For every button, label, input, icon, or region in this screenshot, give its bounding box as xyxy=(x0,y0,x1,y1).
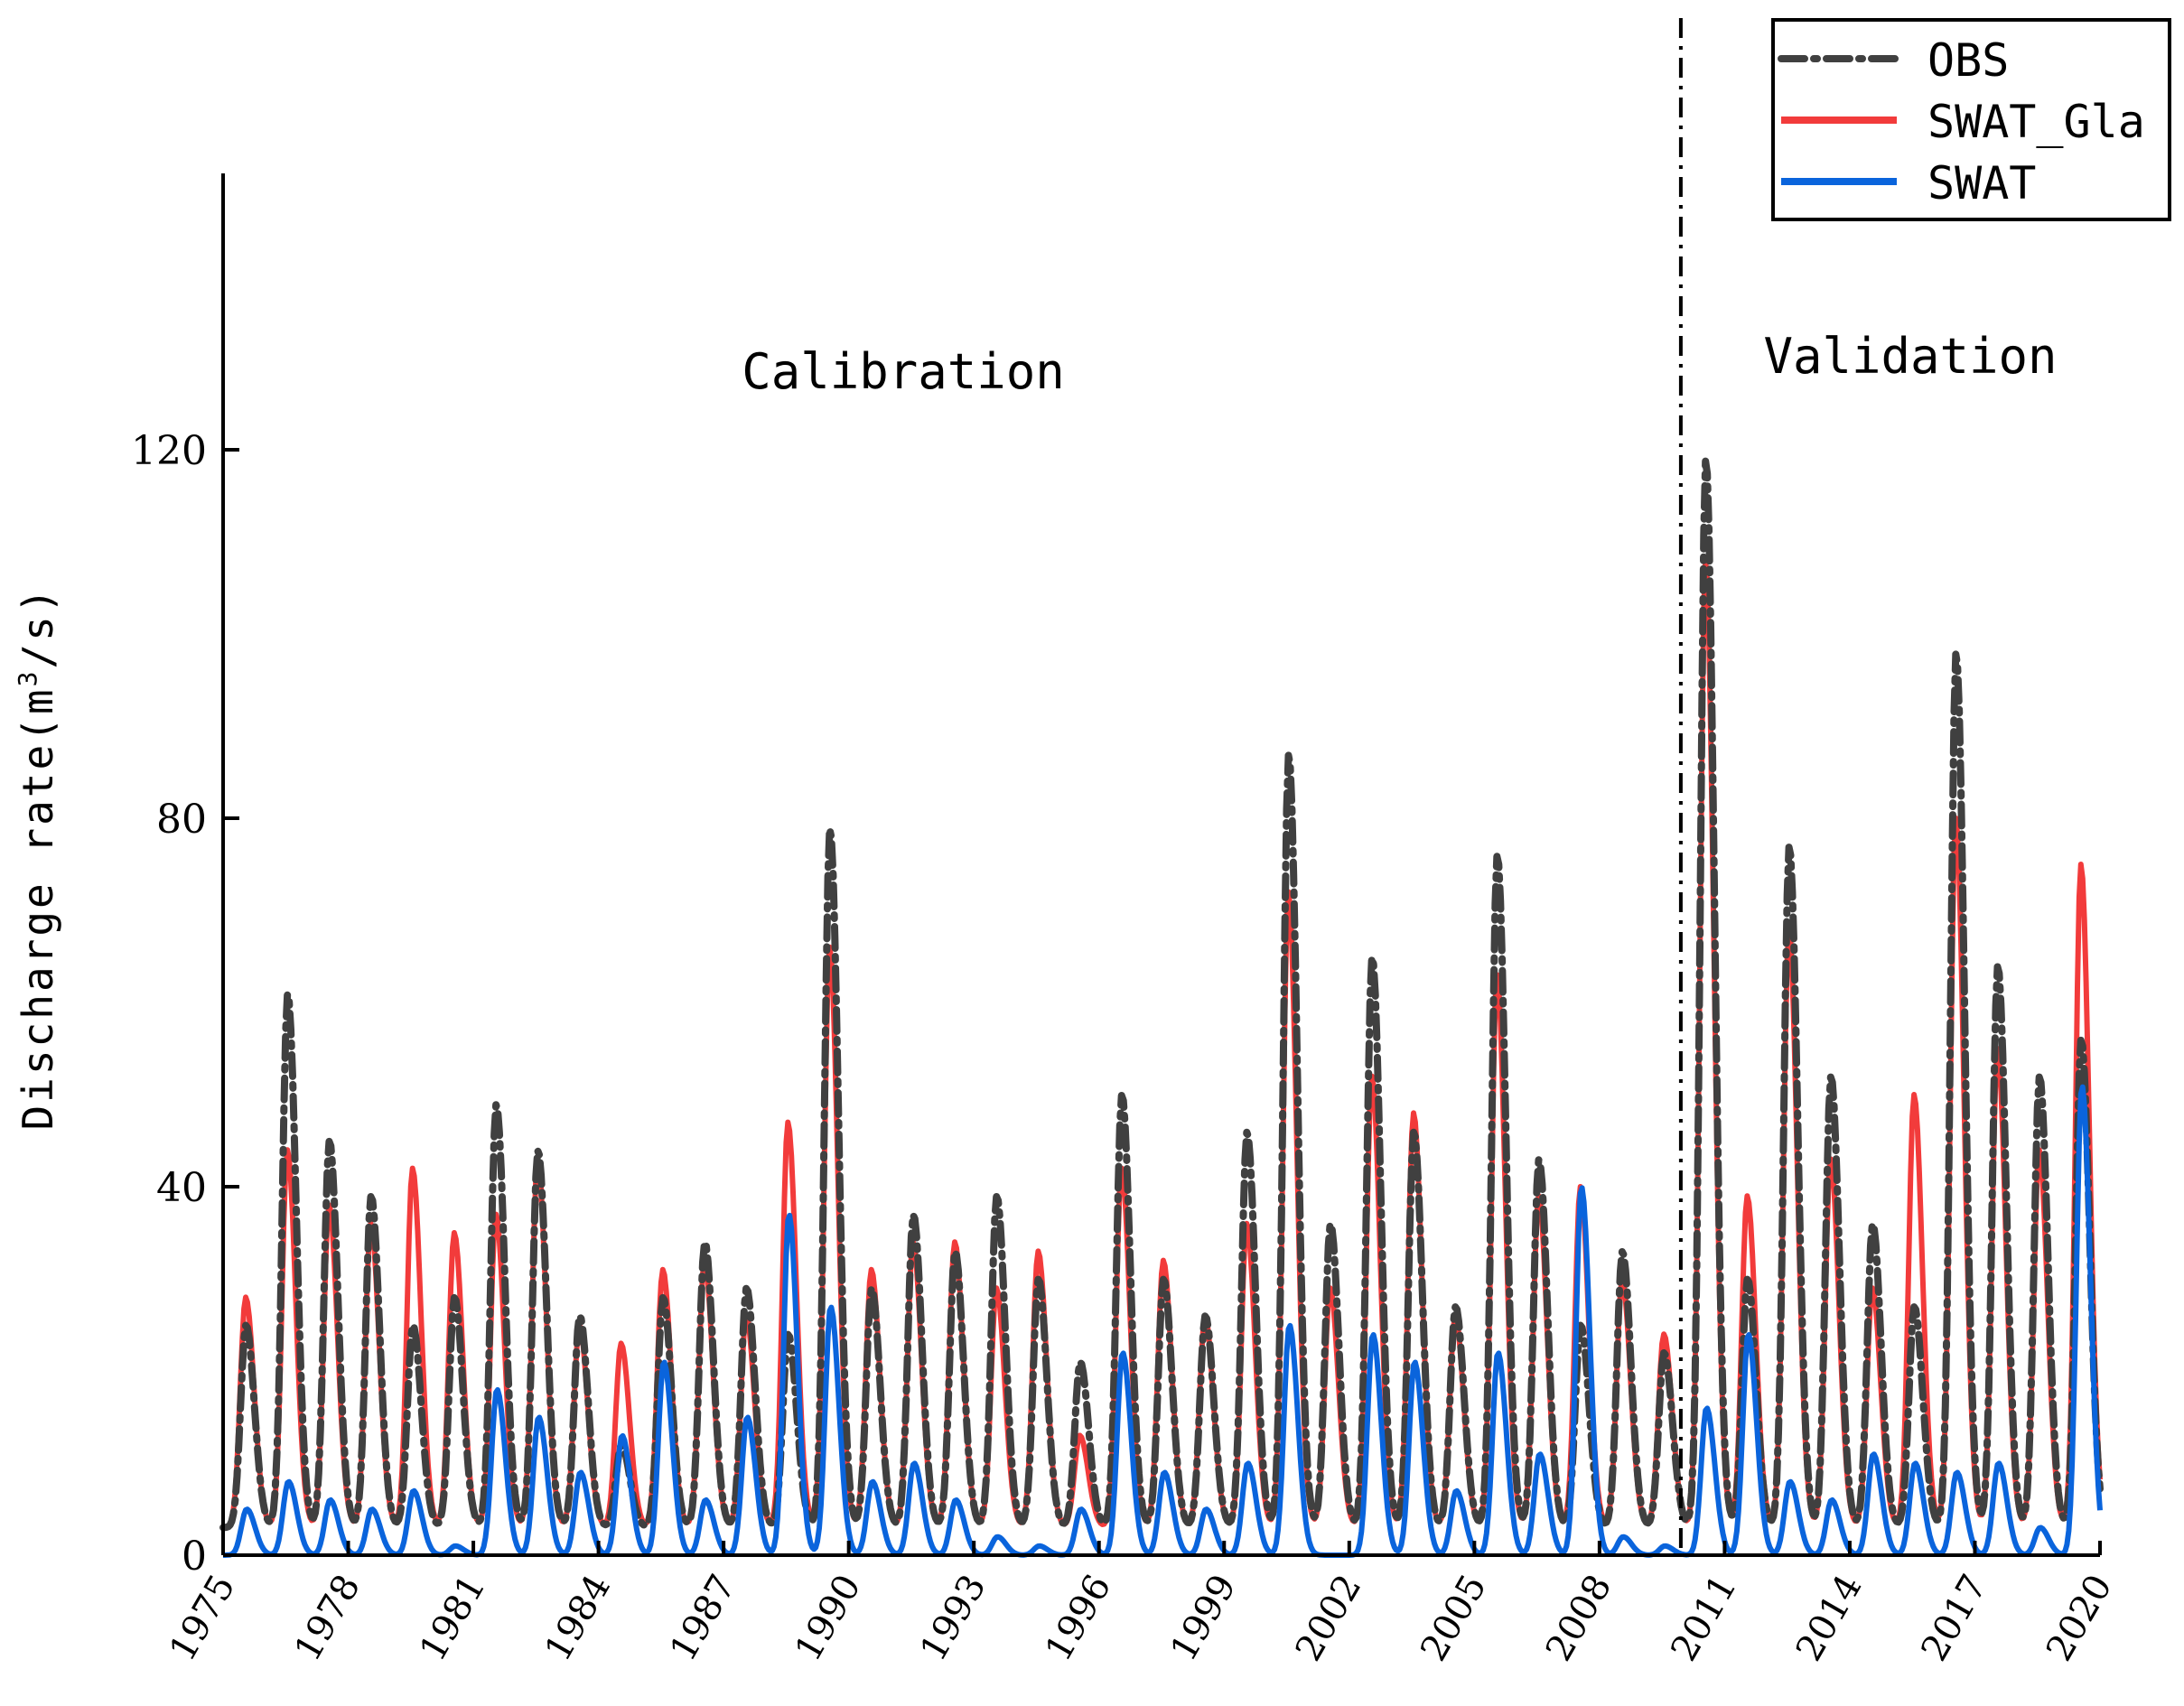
y-tick-label: 0 xyxy=(182,1534,207,1580)
legend-label-swat-gla: SWAT_Gla xyxy=(1927,96,2145,148)
y-tick-label: 80 xyxy=(156,797,207,843)
calibration-annotation: Calibration xyxy=(742,343,1065,400)
y-axis-label-pre: Discharge rate(m xyxy=(14,686,62,1130)
validation-annotation: Validation xyxy=(1763,328,2057,385)
legend-label-obs: OBS xyxy=(1927,34,2009,87)
series-swat xyxy=(221,1084,2103,1558)
legend-label-swat: SWAT xyxy=(1927,157,2036,210)
y-axis-label: Discharge rate(m3/s) xyxy=(13,585,62,1130)
y-tick-label: 40 xyxy=(156,1165,207,1211)
y-axis-label-post: /s) xyxy=(14,585,62,668)
y-axis-label-sup: 3 xyxy=(13,669,42,687)
legend: OBS SWAT_Gla SWAT xyxy=(1771,18,2171,221)
series-obs xyxy=(219,457,2104,1532)
y-tick-label: 120 xyxy=(131,428,207,474)
